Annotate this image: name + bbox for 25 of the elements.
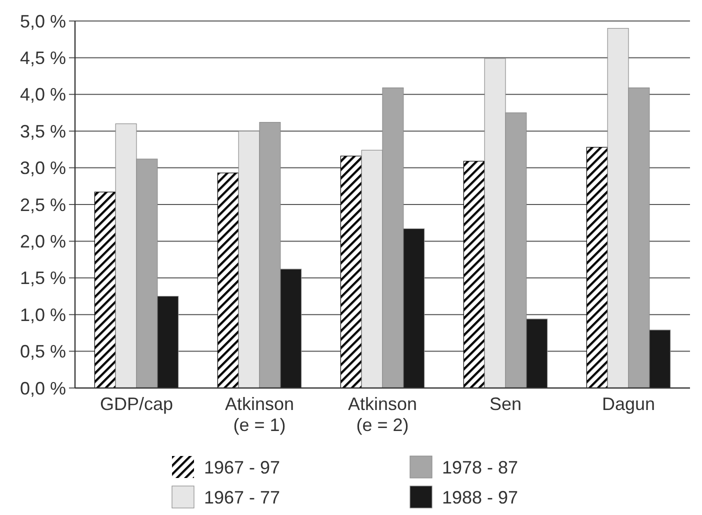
- y-tick-label: 1,5 %: [20, 268, 66, 288]
- y-tick-label: 2,0 %: [20, 232, 66, 252]
- y-tick-label: 3,0 %: [20, 158, 66, 178]
- y-tick-label: 5,0 %: [20, 11, 66, 32]
- bar: [217, 172, 239, 388]
- y-tick-label: 2,5 %: [20, 194, 66, 215]
- bar: [586, 146, 608, 388]
- x-tick-label: Dagun: [602, 394, 656, 414]
- x-tick-label: GDP/cap: [100, 394, 174, 414]
- legend-label: 1967 - 77: [204, 487, 280, 508]
- legend-label: 1978 - 87: [442, 457, 518, 478]
- legend-label: 1988 - 97: [442, 487, 518, 508]
- y-tick-label: 4,0 %: [20, 84, 66, 105]
- bar: [340, 156, 362, 388]
- y-tick-label: 4,5 %: [20, 48, 66, 68]
- y-tick-label: 0,0 %: [20, 378, 66, 398]
- y-tick-label: 3,5 %: [20, 121, 66, 142]
- y-tick-label: 0,5 %: [20, 342, 66, 362]
- legend-label: 1967 - 97: [204, 457, 280, 478]
- x-tick-label: Atkinson (e = 2): [348, 394, 418, 435]
- y-tick-label: 1,0 %: [20, 304, 66, 325]
- x-tick-label: Sen: [489, 394, 522, 414]
- x-tick-label: Atkinson (e = 1): [224, 394, 294, 435]
- bar: [463, 160, 485, 388]
- bar: [94, 192, 116, 388]
